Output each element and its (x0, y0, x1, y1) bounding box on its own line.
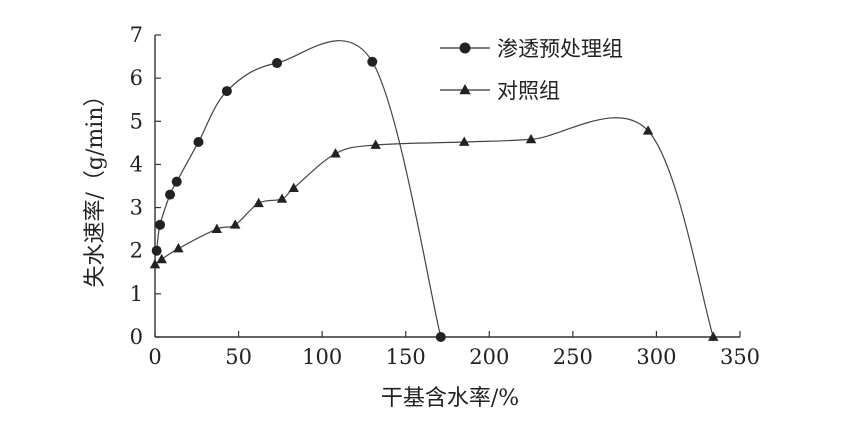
series-0 (151, 40, 446, 342)
series-1 (149, 117, 719, 341)
y-tick-label: 6 (130, 66, 143, 90)
data-point-triangle (288, 182, 299, 193)
data-point-triangle (708, 331, 719, 341)
y-tick-label: 4 (130, 152, 143, 176)
y-axis-ticks: 0 1 2 3 4 5 6 7 (130, 23, 161, 349)
series-layer (149, 40, 719, 342)
data-point-circle (221, 86, 232, 97)
y-tick-label: 1 (130, 282, 143, 306)
x-axis-ticks: 0 50 100 150 200 250 300 350 (148, 331, 760, 369)
data-point-triangle (149, 259, 161, 269)
data-point-triangle (330, 148, 341, 158)
data-point-circle (435, 332, 446, 342)
series-line (156, 40, 442, 338)
x-tick-label: 200 (469, 345, 509, 369)
data-point-circle (155, 219, 166, 230)
y-tick-label: 3 (130, 196, 143, 220)
data-point-circle (193, 136, 204, 147)
data-point-circle (272, 58, 283, 69)
data-point-circle (165, 189, 176, 200)
data-point-triangle (525, 133, 537, 144)
x-tick-label: 0 (148, 345, 161, 369)
data-point-triangle (156, 253, 167, 264)
axes: 0 50 100 150 200 250 300 350 0 1 2 3 4 5 6 7 (130, 23, 760, 369)
series-line (154, 117, 714, 338)
y-tick-label: 7 (130, 23, 143, 47)
x-tick-label: 100 (302, 345, 342, 369)
data-point-triangle (253, 197, 264, 208)
x-tick-label: 250 (553, 345, 593, 369)
x-tick-label: 150 (386, 345, 426, 369)
legend: 渗透预处理组 对照组 (440, 37, 623, 103)
data-point-circle (151, 245, 162, 256)
data-point-triangle (230, 219, 241, 229)
data-point-triangle (276, 193, 288, 203)
data-point-triangle (370, 139, 381, 149)
legend-marker-circle-icon (459, 42, 471, 54)
x-tick-label: 350 (720, 345, 760, 369)
data-point-triangle (642, 125, 654, 135)
data-point-triangle (458, 136, 470, 146)
data-point-circle (171, 176, 182, 187)
legend-label-pretreatment: 渗透预处理组 (497, 37, 623, 61)
y-tick-label: 0 (130, 325, 143, 349)
legend-item-control: 对照组 (440, 79, 560, 103)
y-tick-label: 5 (130, 109, 143, 133)
legend-marker-triangle-icon (459, 84, 471, 95)
y-tick-label: 2 (130, 239, 143, 263)
y-axis-title: 失水速率/（g/min） (83, 85, 108, 288)
x-axis-title: 干基含水率/% (381, 386, 519, 411)
legend-item-pretreatment: 渗透预处理组 (440, 37, 623, 61)
data-point-triangle (211, 223, 223, 233)
x-tick-label: 300 (636, 345, 676, 369)
data-point-triangle (173, 243, 184, 253)
x-tick-label: 50 (225, 345, 252, 369)
data-point-circle (367, 56, 378, 67)
legend-label-control: 对照组 (497, 79, 560, 103)
